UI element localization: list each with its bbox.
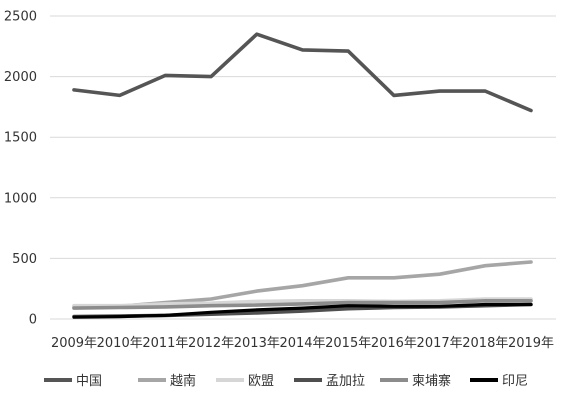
legend-label: 中国 (76, 374, 102, 389)
x-tick-label: 2019年 (508, 336, 554, 351)
x-tick-label: 2011年 (142, 336, 188, 351)
x-tick-label: 2018年 (462, 336, 508, 351)
series-line-4 (72, 298, 533, 310)
grid-lines (50, 15, 556, 320)
x-tick-label: 2014年 (279, 336, 325, 351)
x-tick-label: 2012年 (188, 336, 234, 351)
legend-label: 孟加拉 (326, 374, 365, 389)
series-lines (72, 32, 533, 319)
x-tick-label: 2009年 (51, 336, 97, 351)
legend-label: 柬埔寨 (412, 373, 451, 389)
legend-label: 印尼 (502, 374, 528, 389)
x-axis-ticks: 2009年 2010年 2011年 2012年 2013年 2014年 2015年 2016年… (51, 336, 554, 351)
y-tick-label: 1500 (4, 131, 37, 146)
legend-label: 越南 (170, 373, 196, 389)
y-tick-label: 2500 (4, 10, 37, 25)
y-axis-ticks: 0 500 1000 1500 2000 2500 (4, 10, 37, 328)
series-line-0 (72, 32, 533, 113)
legend-label: 欧盟 (248, 374, 274, 389)
y-tick-label: 2000 (4, 70, 37, 85)
x-tick-label: 2016年 (371, 336, 417, 351)
x-tick-label: 2017年 (417, 336, 463, 351)
x-tick-label: 2015年 (325, 336, 371, 351)
y-tick-label: 1000 (4, 191, 37, 206)
y-tick-label: 0 (29, 313, 37, 328)
x-tick-label: 2013年 (234, 336, 280, 351)
x-tick-label: 2010年 (97, 336, 143, 351)
series-line-5 (72, 302, 533, 319)
y-tick-label: 500 (12, 252, 37, 267)
legend: 中国 越南 欧盟 孟加拉 柬埔寨 印尼 (44, 373, 528, 389)
